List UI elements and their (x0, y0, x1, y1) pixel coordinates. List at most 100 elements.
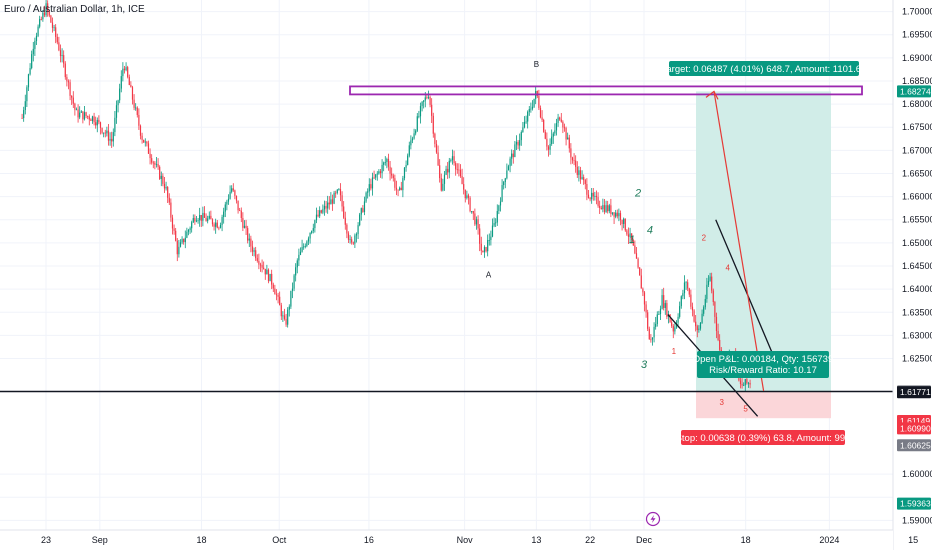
candle-body (501, 185, 502, 202)
candle-body (268, 270, 269, 281)
candle-body (60, 50, 61, 56)
candle-body (394, 178, 395, 188)
candle-body (653, 327, 654, 338)
candle-body (82, 111, 83, 119)
candle-body (452, 156, 453, 160)
candle-body (426, 97, 427, 98)
candle-body (434, 134, 435, 144)
candle-body (489, 240, 490, 241)
candle-body (613, 212, 614, 216)
candle-body (517, 142, 518, 146)
chart-title: Euro / Australian Dollar, 1h, ICE (4, 4, 145, 15)
candle-body (156, 164, 157, 165)
candle-body (52, 23, 53, 28)
candle-body (569, 138, 570, 149)
candle-body (661, 295, 662, 309)
candle-body (396, 188, 397, 190)
candle-body (516, 142, 517, 144)
candle-body (513, 154, 514, 157)
candle-body (33, 49, 34, 54)
candle-body (133, 100, 134, 108)
candle-body (284, 315, 285, 318)
candle-body (290, 291, 291, 307)
candle-body (711, 277, 712, 291)
candle-body (321, 210, 322, 212)
candle-body (399, 188, 400, 190)
candle-body (455, 163, 456, 169)
candle-body (81, 111, 82, 112)
price-tick: 1.59000 (902, 515, 932, 525)
price-tick: 1.64500 (902, 261, 932, 271)
candle-body (181, 239, 182, 243)
candle-body (177, 241, 178, 254)
wave-label: 1 (629, 234, 635, 246)
candle-body (393, 175, 394, 178)
candle-body (63, 55, 64, 63)
candle-body (621, 220, 622, 224)
candle-body (217, 223, 218, 228)
candle-body (202, 213, 203, 221)
price-tag-label: 1.59363 (900, 499, 931, 509)
candle-body (652, 337, 653, 339)
candle-body (561, 120, 562, 122)
candle-body (429, 97, 430, 105)
price-tick: 1.69500 (902, 30, 932, 40)
candle-body (103, 133, 104, 134)
candle-body (705, 299, 706, 307)
candle-body (335, 193, 336, 194)
price-axis[interactable]: 1.70000 1.69500 1.69000 1.68500 1.68000 1.675… (893, 0, 932, 550)
time-tick: 15 (908, 535, 918, 545)
candle-body (605, 205, 606, 212)
candle-body (125, 67, 126, 70)
candle-body (687, 282, 688, 288)
candle-body (377, 174, 378, 175)
candle-body (79, 113, 80, 118)
candle-body (557, 117, 558, 123)
candle-body (713, 291, 714, 302)
candle-body (625, 219, 626, 231)
candle-body (25, 101, 26, 110)
candle-body (359, 215, 360, 226)
candle-body (346, 225, 347, 234)
candle-body (140, 126, 141, 136)
candle-body (161, 176, 162, 179)
wave-label: B (534, 60, 539, 69)
time-axis[interactable]: 23 Sep 18 Oct 16 Nov 13 22 Dec 18 2024 15 (0, 530, 918, 550)
candle-body (641, 275, 642, 288)
time-tick: Oct (272, 535, 287, 545)
candle-body (85, 112, 86, 116)
candle-body (657, 314, 658, 324)
candle-body (511, 154, 512, 159)
candle-body (717, 331, 718, 340)
candle-body (524, 122, 525, 127)
time-tick: 16 (364, 535, 374, 545)
candle-body (281, 305, 282, 316)
candle-body (145, 142, 146, 143)
candle-body (231, 188, 232, 191)
candle-body (471, 211, 472, 212)
time-tick: 2024 (819, 535, 839, 545)
candle-body (709, 277, 710, 281)
candle-body (655, 324, 656, 327)
candle-body (300, 252, 301, 255)
candle-body (373, 177, 374, 178)
lightning-icon[interactable] (647, 513, 660, 526)
candle-body (23, 110, 24, 118)
candle-body (137, 108, 138, 115)
time-tick: 22 (585, 535, 595, 545)
candle-body (660, 309, 661, 314)
candle-body (748, 383, 749, 384)
candle-body (143, 140, 144, 143)
candle-body (162, 176, 163, 184)
time-tick: 23 (41, 535, 51, 545)
candle-body (220, 225, 221, 228)
candle-body (212, 219, 213, 224)
candle-body (700, 323, 701, 329)
candle-body (719, 340, 720, 350)
candle-body (257, 258, 258, 261)
price-tick: 1.66500 (902, 168, 932, 178)
candle-body (101, 128, 102, 133)
candle-body (186, 232, 187, 238)
candle-body (287, 310, 288, 325)
